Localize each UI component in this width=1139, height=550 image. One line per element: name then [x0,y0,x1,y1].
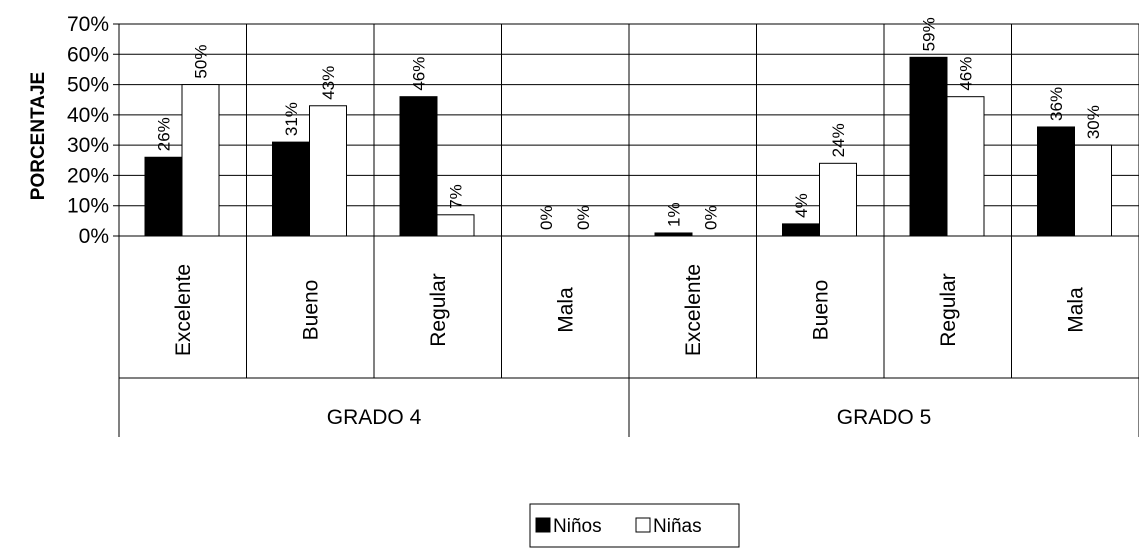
bar [436,214,475,237]
data-label: 0% [702,205,721,230]
bar [819,162,857,237]
data-label: 46% [957,57,976,91]
data-label: 7% [447,184,466,209]
y-tick-label: 20% [67,164,109,187]
category-label: Regular [937,273,960,347]
data-label: 4% [792,193,811,218]
y-tick-label: 30% [67,134,109,157]
y-tick-label: 10% [67,195,109,218]
y-tick-label: 0% [79,225,109,248]
data-label: 43% [319,66,338,100]
legend-label: Niños [553,516,602,537]
data-label: 0% [574,205,593,230]
category-label: Mala [1064,287,1087,333]
bar [654,232,693,237]
data-label: 30% [1084,105,1103,139]
bar [782,223,820,237]
bar [272,141,310,237]
bar [1074,144,1112,237]
group-label: GRADO 5 [837,406,932,429]
data-label: 46% [410,57,429,91]
data-label: 36% [1047,87,1066,121]
legend-box [529,503,740,548]
data-label: 26% [155,117,174,151]
group-label: GRADO 4 [327,406,422,429]
y-tick-label: 50% [67,74,109,97]
bar [181,84,220,237]
category-label: Bueno [809,280,832,341]
category-label: Excelente [172,264,195,356]
bar [909,56,948,237]
data-label: 24% [829,123,848,157]
data-label: 50% [192,45,211,79]
data-label: 1% [665,202,684,227]
data-label: 31% [282,102,301,136]
category-label: Bueno [299,280,322,341]
category-label: Excelente [682,264,705,356]
legend-swatch [635,517,651,533]
legend: Niños Niñas [529,503,740,548]
category-label: Mala [554,287,577,333]
y-axis-title: PORCENTAJE [28,72,49,200]
legend-swatch [535,517,551,533]
bar [1037,126,1075,237]
legend-label: Niñas [653,516,702,537]
category-label: Regular [427,273,450,347]
y-tick-label: 40% [67,104,109,127]
bar [309,105,347,237]
bar [399,96,438,237]
y-tick-label: 60% [67,43,109,66]
y-tick-label: 70% [67,13,109,36]
data-label: 0% [537,205,556,230]
data-label: 59% [920,17,939,51]
bar [946,96,985,237]
bar [144,156,183,237]
